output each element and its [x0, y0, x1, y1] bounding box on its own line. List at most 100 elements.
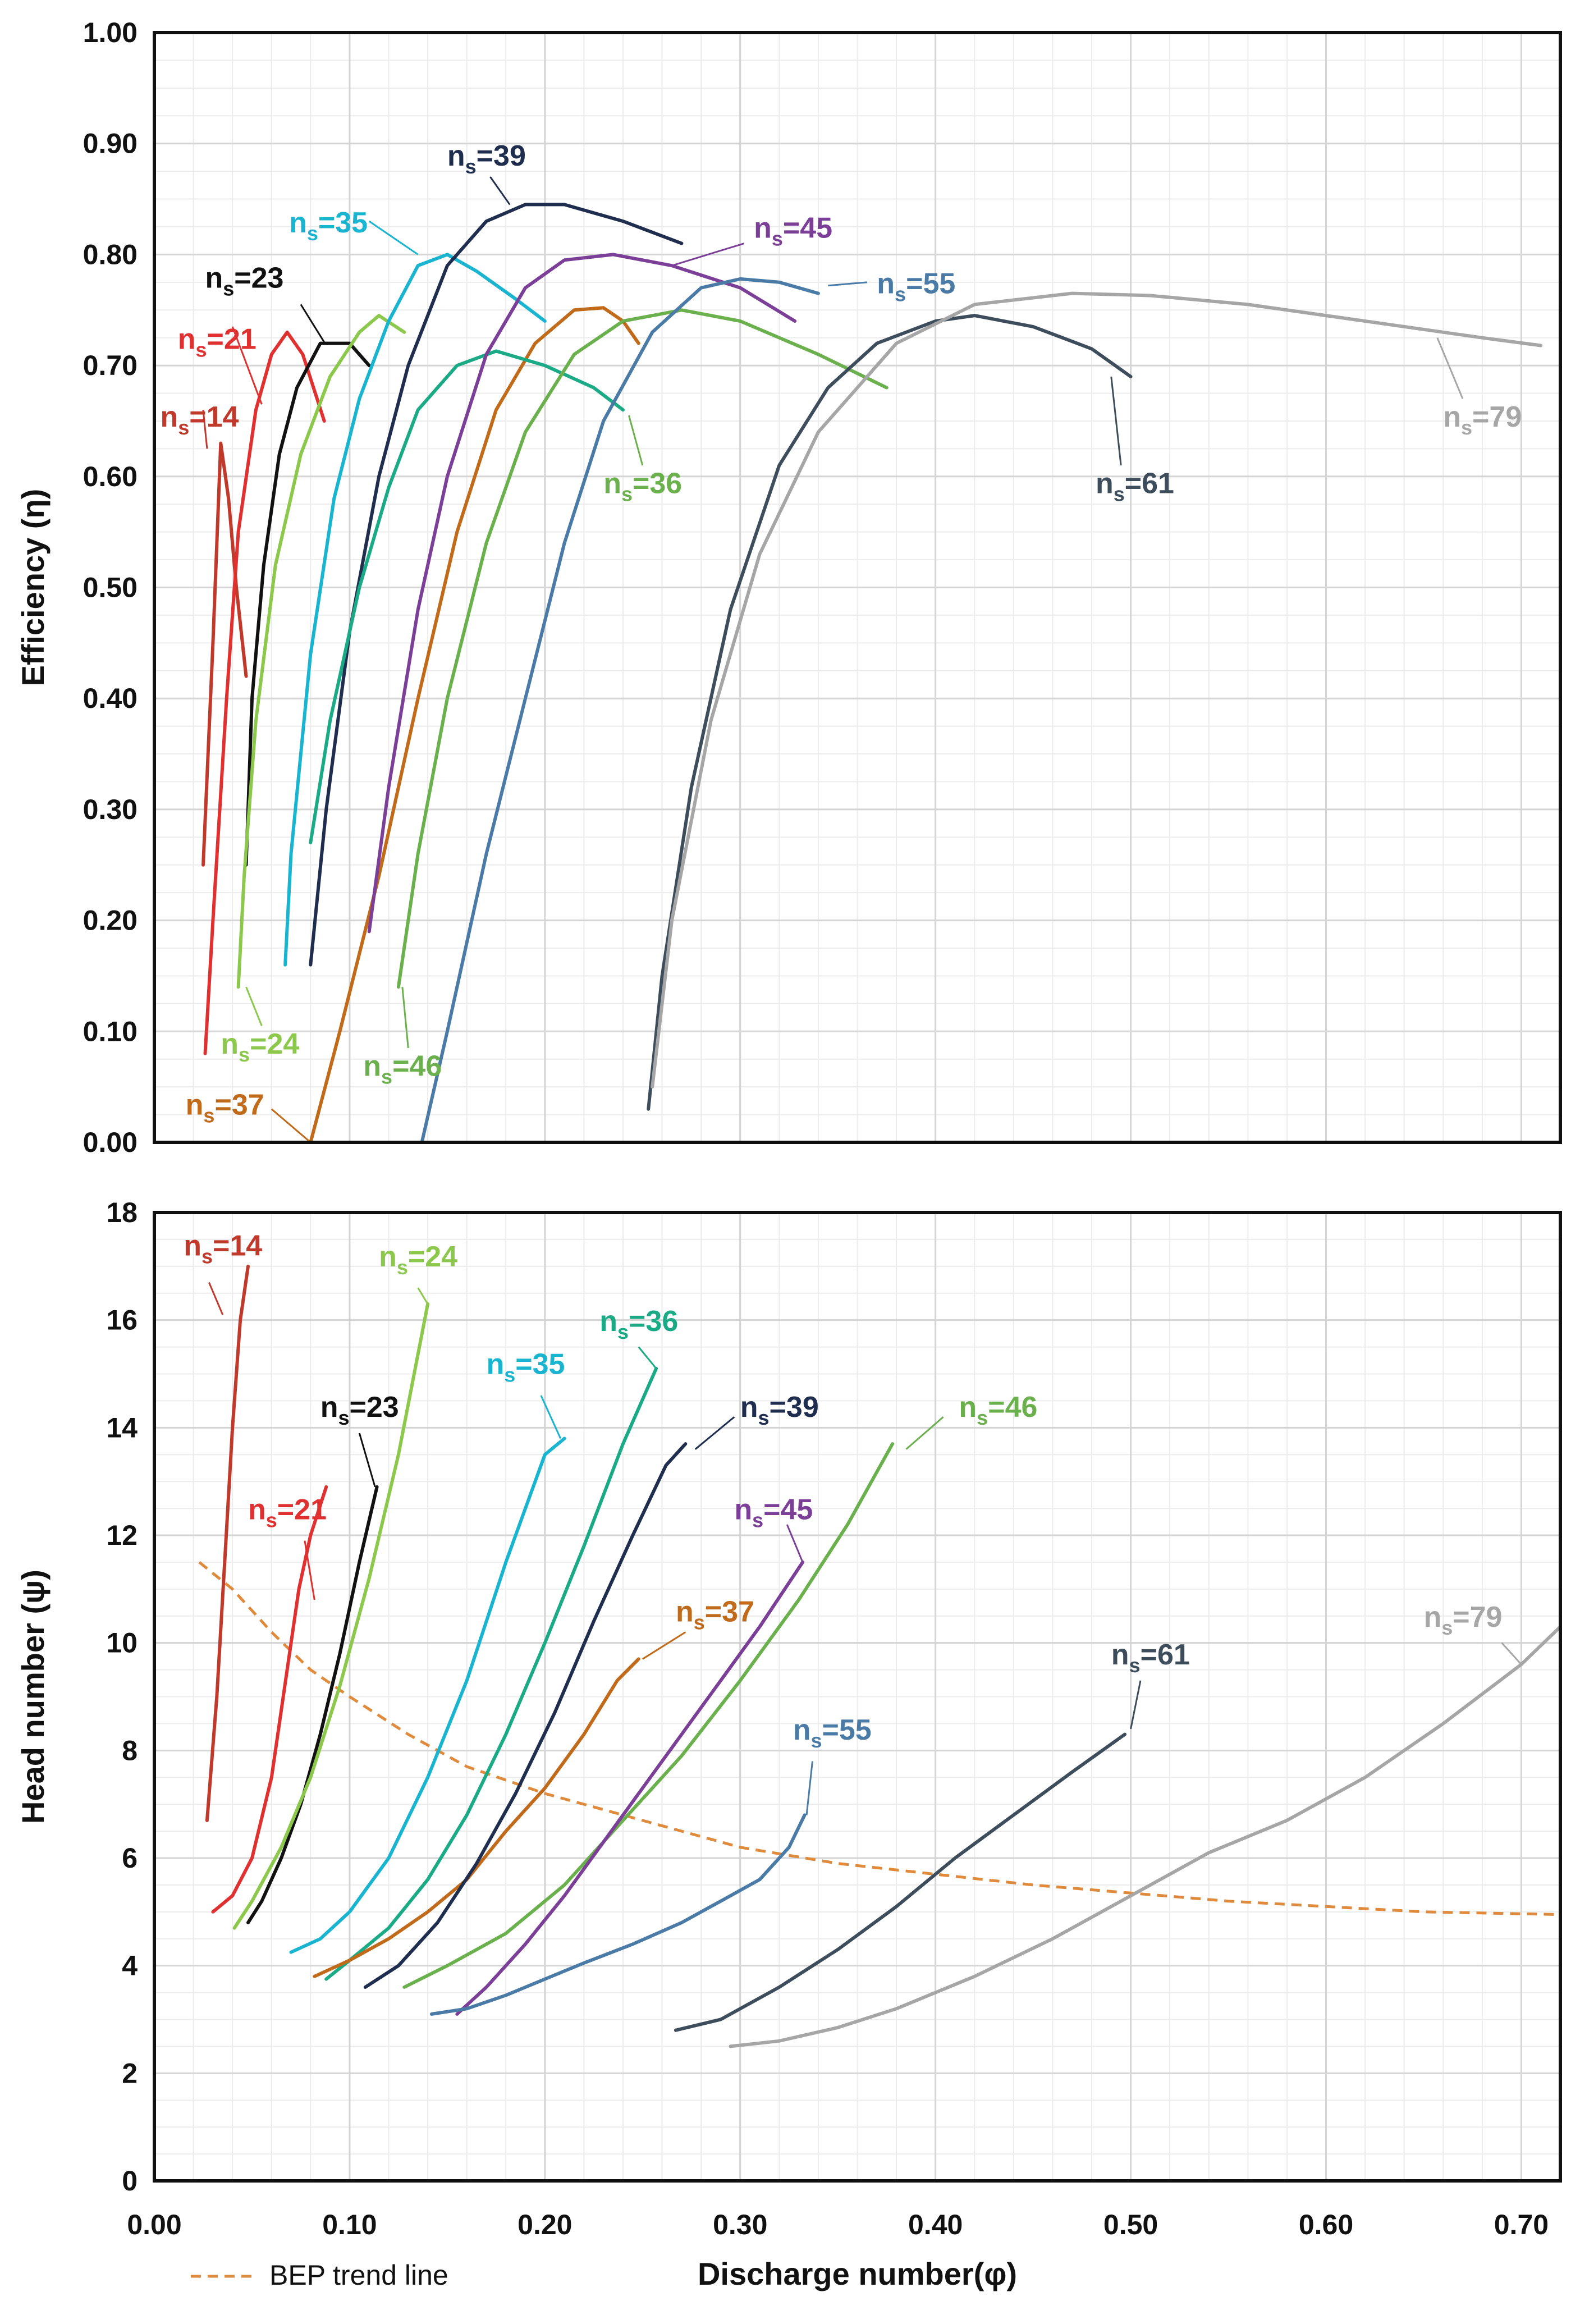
series-label-ns-55: ns=55 — [793, 1714, 872, 1752]
series-line-ns-35 — [289, 1437, 566, 1954]
label-leader-line — [1501, 1642, 1522, 1666]
y-tick-label: 0.00 — [83, 1127, 138, 1158]
x-tick-label: 0.60 — [1299, 2209, 1353, 2240]
series-label-ns-23: ns=23 — [205, 262, 283, 300]
series-label-ns-14: ns=14 — [184, 1230, 262, 1268]
series-label-ns-37: ns=37 — [186, 1089, 264, 1127]
series-label-ns-46: ns=46 — [363, 1050, 442, 1088]
y-tick-label: 8 — [122, 1735, 138, 1766]
label-leader-line — [905, 1416, 944, 1450]
y-tick-label: 0.20 — [83, 905, 138, 936]
series-line-ns-36 — [324, 1366, 658, 1981]
series-line-ns-23 — [246, 1485, 379, 1924]
label-leader-line — [368, 220, 419, 255]
series-line-ns-21 — [211, 1485, 328, 1914]
x-tick-label: 0.30 — [713, 2209, 767, 2240]
series-label-ns-37: ns=37 — [676, 1595, 754, 1634]
series-line-ns-23 — [244, 341, 371, 867]
label-leader-line — [828, 281, 868, 287]
label-leader-line — [489, 176, 511, 205]
label-leader-line — [1436, 337, 1464, 399]
label-leader-line — [358, 1433, 376, 1488]
series-label-ns-35: ns=35 — [486, 1348, 565, 1387]
series-label-ns-55: ns=55 — [877, 268, 955, 306]
label-leader-line — [642, 1631, 686, 1660]
y-tick-label: 0.90 — [83, 128, 138, 159]
bep-trend-line — [198, 1561, 1561, 1916]
x-axis-label: Discharge number(φ) — [698, 2256, 1017, 2291]
series-label-ns-36: ns=36 — [603, 467, 682, 505]
x-tick-label: 0.20 — [517, 2209, 572, 2240]
series-label-ns-39: ns=39 — [447, 140, 526, 178]
plot-frame — [153, 1211, 1562, 2183]
series-line-ns-36 — [309, 349, 625, 845]
y-axis-label: Efficiency (η) — [15, 489, 51, 687]
y-tick-label: 12 — [106, 1520, 138, 1551]
series-label-ns-61: ns=61 — [1096, 467, 1174, 505]
series-label-ns-45: ns=45 — [734, 1493, 813, 1531]
label-leader-line — [271, 1108, 312, 1143]
label-leader-line — [638, 1346, 657, 1369]
label-leader-line — [671, 243, 745, 267]
y-tick-label: 10 — [106, 1627, 138, 1659]
series-line-ns-37 — [309, 306, 640, 1144]
series-label-ns-45: ns=45 — [754, 212, 832, 250]
y-tick-label: 14 — [106, 1412, 138, 1443]
label-leader-line — [805, 1761, 813, 1815]
x-tick-label: 0.70 — [1494, 2209, 1549, 2240]
label-leader-line — [628, 415, 644, 466]
series-line-ns-55 — [420, 277, 820, 1144]
y-tick-label: 0.50 — [83, 572, 138, 603]
y-tick-label: 1.00 — [83, 17, 138, 48]
series-label-ns-24: ns=24 — [379, 1241, 457, 1279]
series-label-ns-79: ns=79 — [1443, 401, 1522, 439]
label-leader-line — [1130, 1680, 1142, 1730]
series-line-ns-35 — [283, 253, 547, 967]
series-line-ns-21 — [203, 330, 326, 1055]
label-leader-line — [245, 986, 263, 1026]
legend-entry: BEP trend line — [269, 2259, 448, 2291]
series-label-ns-46: ns=46 — [959, 1391, 1037, 1429]
y-tick-label: 16 — [106, 1305, 138, 1336]
series-line-ns-14 — [205, 1264, 250, 1822]
y-tick-label: 0.70 — [83, 350, 138, 381]
series-line-ns-61 — [647, 314, 1133, 1111]
series-label-ns-21: ns=21 — [178, 323, 257, 361]
series-label-ns-61: ns=61 — [1111, 1639, 1190, 1677]
series-line-ns-55 — [430, 1813, 807, 2016]
series-label-ns-79: ns=79 — [1423, 1601, 1502, 1639]
series-label-ns-39: ns=39 — [740, 1391, 819, 1429]
series-line-ns-79 — [729, 1625, 1562, 2048]
y-tick-label: 18 — [106, 1197, 138, 1228]
y-tick-label: 2 — [122, 2057, 138, 2089]
label-leader-line — [417, 1287, 429, 1305]
label-leader-line — [1110, 376, 1122, 466]
series-line-ns-37 — [313, 1657, 640, 1978]
panel-efficiency: 0.00 0.10 0.20 0.30 0.40 0.50 0.60 0.70 0.80 0.90… — [15, 17, 1562, 1158]
label-leader-line — [540, 1395, 562, 1439]
series-line-ns-46 — [396, 308, 889, 989]
series-line-ns-39 — [363, 1442, 688, 1989]
series-label-ns-35: ns=35 — [289, 207, 368, 245]
series-label-ns-23: ns=23 — [320, 1391, 399, 1429]
series-line-ns-61 — [674, 1732, 1127, 2032]
series-line-ns-45 — [455, 1560, 805, 2016]
x-tick-label: 0.00 — [127, 2209, 181, 2240]
series-line-ns-46 — [402, 1442, 895, 1989]
y-tick-label: 0 — [122, 2165, 138, 2197]
series-label-ns-14: ns=14 — [160, 401, 239, 439]
label-leader-line — [231, 326, 263, 405]
label-leader-line — [786, 1524, 804, 1563]
series-line-ns-45 — [367, 253, 797, 934]
label-leader-line — [304, 1540, 315, 1600]
series-line-ns-14 — [201, 441, 248, 867]
series-label-ns-21: ns=21 — [248, 1493, 327, 1531]
label-leader-line — [694, 1416, 735, 1450]
series-label-ns-24: ns=24 — [221, 1028, 299, 1066]
y-tick-label: 0.30 — [83, 794, 138, 825]
series-line-ns-39 — [309, 203, 684, 967]
y-tick-label: 0.80 — [83, 239, 138, 270]
label-leader-line — [202, 410, 208, 449]
